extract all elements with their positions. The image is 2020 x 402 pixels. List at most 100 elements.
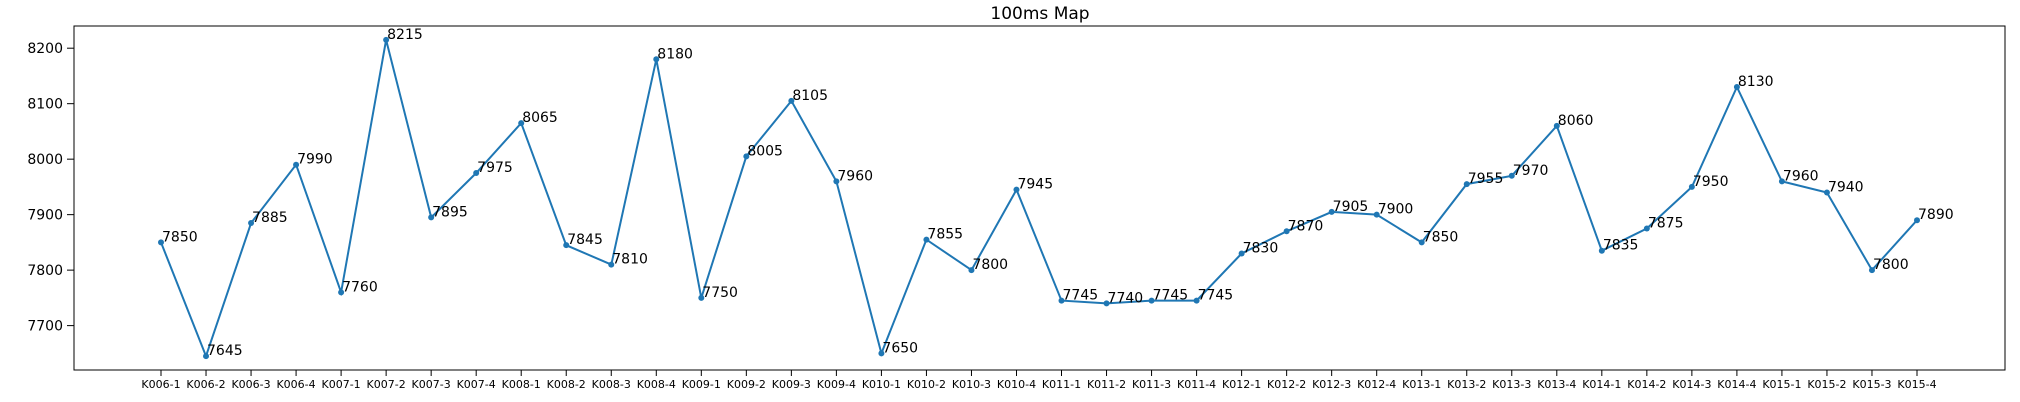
data-point [1868, 267, 1875, 274]
data-point [293, 161, 300, 168]
x-tick-label: K008-4 [637, 378, 676, 391]
x-tick-label: K015-1 [1762, 378, 1801, 391]
data-point [1778, 178, 1785, 185]
x-tick-label: K013-3 [1492, 378, 1531, 391]
data-label: 7900 [1378, 202, 1414, 218]
data-point [1418, 239, 1425, 246]
data-point [518, 120, 525, 127]
data-label: 7750 [702, 285, 738, 301]
data-label: 7845 [567, 232, 603, 248]
x-tick-label: K013-1 [1402, 378, 1441, 391]
data-point [1013, 186, 1020, 193]
data-point [338, 289, 345, 296]
data-label: 7800 [972, 257, 1008, 273]
data-label: 7970 [1513, 163, 1549, 179]
data-point [248, 219, 255, 226]
data-point [1103, 300, 1110, 307]
data-point [1914, 217, 1920, 224]
y-tick-label: 8200 [27, 41, 63, 57]
data-label: 7810 [612, 252, 648, 268]
x-tick-label: K006-3 [231, 378, 270, 391]
data-label: 7645 [207, 343, 243, 359]
y-tick-label: 7800 [27, 263, 63, 279]
data-label: 7740 [1108, 290, 1144, 306]
x-tick-label: K008-2 [547, 378, 586, 391]
data-label: 8060 [1558, 113, 1594, 129]
data-label: 7955 [1468, 171, 1504, 187]
x-tick-label: K013-2 [1447, 378, 1486, 391]
x-tick-label: K011-4 [1177, 378, 1216, 391]
x-tick-label: K010-2 [907, 378, 946, 391]
x-tick-label: K007-4 [457, 378, 496, 391]
data-label: 7870 [1288, 218, 1324, 234]
data-point [1328, 208, 1335, 215]
x-axis: K006-1 K006-2 K006-3 K006-4 K007-1 K007-2 K007… [141, 370, 1937, 391]
data-label: 8065 [522, 110, 558, 126]
data-label: 7885 [252, 210, 288, 226]
data-point [428, 214, 435, 221]
data-label: 7800 [1873, 257, 1909, 273]
x-tick-label: K011-1 [1042, 378, 1081, 391]
data-point [923, 236, 930, 243]
data-label: 7890 [1918, 207, 1954, 223]
y-tick-label: 7900 [27, 208, 63, 224]
data-label: 7945 [1017, 177, 1053, 193]
data-label: 7895 [432, 204, 468, 220]
x-tick-label: K011-2 [1087, 378, 1126, 391]
data-point [1553, 122, 1560, 129]
series-line [160, 39, 1918, 360]
data-point [1598, 247, 1605, 254]
y-tick-label: 7700 [27, 319, 63, 335]
data-labels: 7850 7645 7885 7990 7760 8215 7895 7975 8065 7845… [162, 27, 1954, 359]
x-tick-label: K008-3 [592, 378, 631, 391]
x-tick-label: K010-4 [997, 378, 1036, 391]
data-label: 7875 [1648, 216, 1684, 232]
x-tick-label: K008-1 [502, 378, 541, 391]
x-tick-label: K009-3 [772, 378, 811, 391]
data-label: 7830 [1243, 240, 1279, 256]
data-point [1283, 228, 1290, 235]
data-point [1058, 297, 1065, 304]
data-label: 7650 [882, 340, 918, 356]
data-point [698, 294, 705, 301]
data-point [1688, 183, 1695, 190]
data-point [1733, 84, 1740, 91]
data-point [743, 153, 750, 160]
data-point [1463, 181, 1470, 188]
data-label: 7960 [1783, 168, 1819, 184]
y-axis: 7700 7800 7900 8000 8100 8200 [27, 41, 74, 335]
data-label: 8105 [792, 88, 828, 104]
x-tick-label: K015-4 [1897, 378, 1936, 391]
data-label: 7850 [1423, 229, 1459, 245]
x-tick-label: K012-3 [1312, 378, 1351, 391]
data-point [383, 36, 390, 43]
x-tick-label: K014-1 [1582, 378, 1621, 391]
x-tick-label: K009-2 [727, 378, 766, 391]
data-label: 7960 [837, 168, 873, 184]
data-label: 8130 [1738, 74, 1774, 90]
x-tick-label: K012-1 [1222, 378, 1261, 391]
x-tick-label: K011-3 [1132, 378, 1171, 391]
x-tick-label: K007-3 [412, 378, 451, 391]
chart-title: 100ms Map [990, 4, 1089, 24]
data-label: 8215 [387, 27, 423, 43]
data-point [833, 178, 840, 185]
y-tick-label: 8100 [27, 97, 63, 113]
x-tick-label: K012-2 [1267, 378, 1306, 391]
data-label: 7745 [1153, 288, 1189, 304]
data-point [653, 56, 660, 63]
data-point [1193, 297, 1200, 304]
data-label: 7855 [927, 227, 963, 243]
data-label: 7835 [1603, 238, 1639, 254]
x-tick-label: K012-4 [1357, 378, 1396, 391]
data-point [1823, 189, 1830, 196]
x-tick-label: K006-1 [141, 378, 180, 391]
x-tick-label: K006-2 [186, 378, 225, 391]
y-tick-label: 8000 [27, 152, 63, 168]
data-point [1643, 225, 1650, 232]
data-label: 7990 [297, 152, 333, 168]
x-tick-label: K007-2 [367, 378, 406, 391]
data-label: 7760 [342, 279, 378, 295]
data-point [563, 242, 570, 249]
